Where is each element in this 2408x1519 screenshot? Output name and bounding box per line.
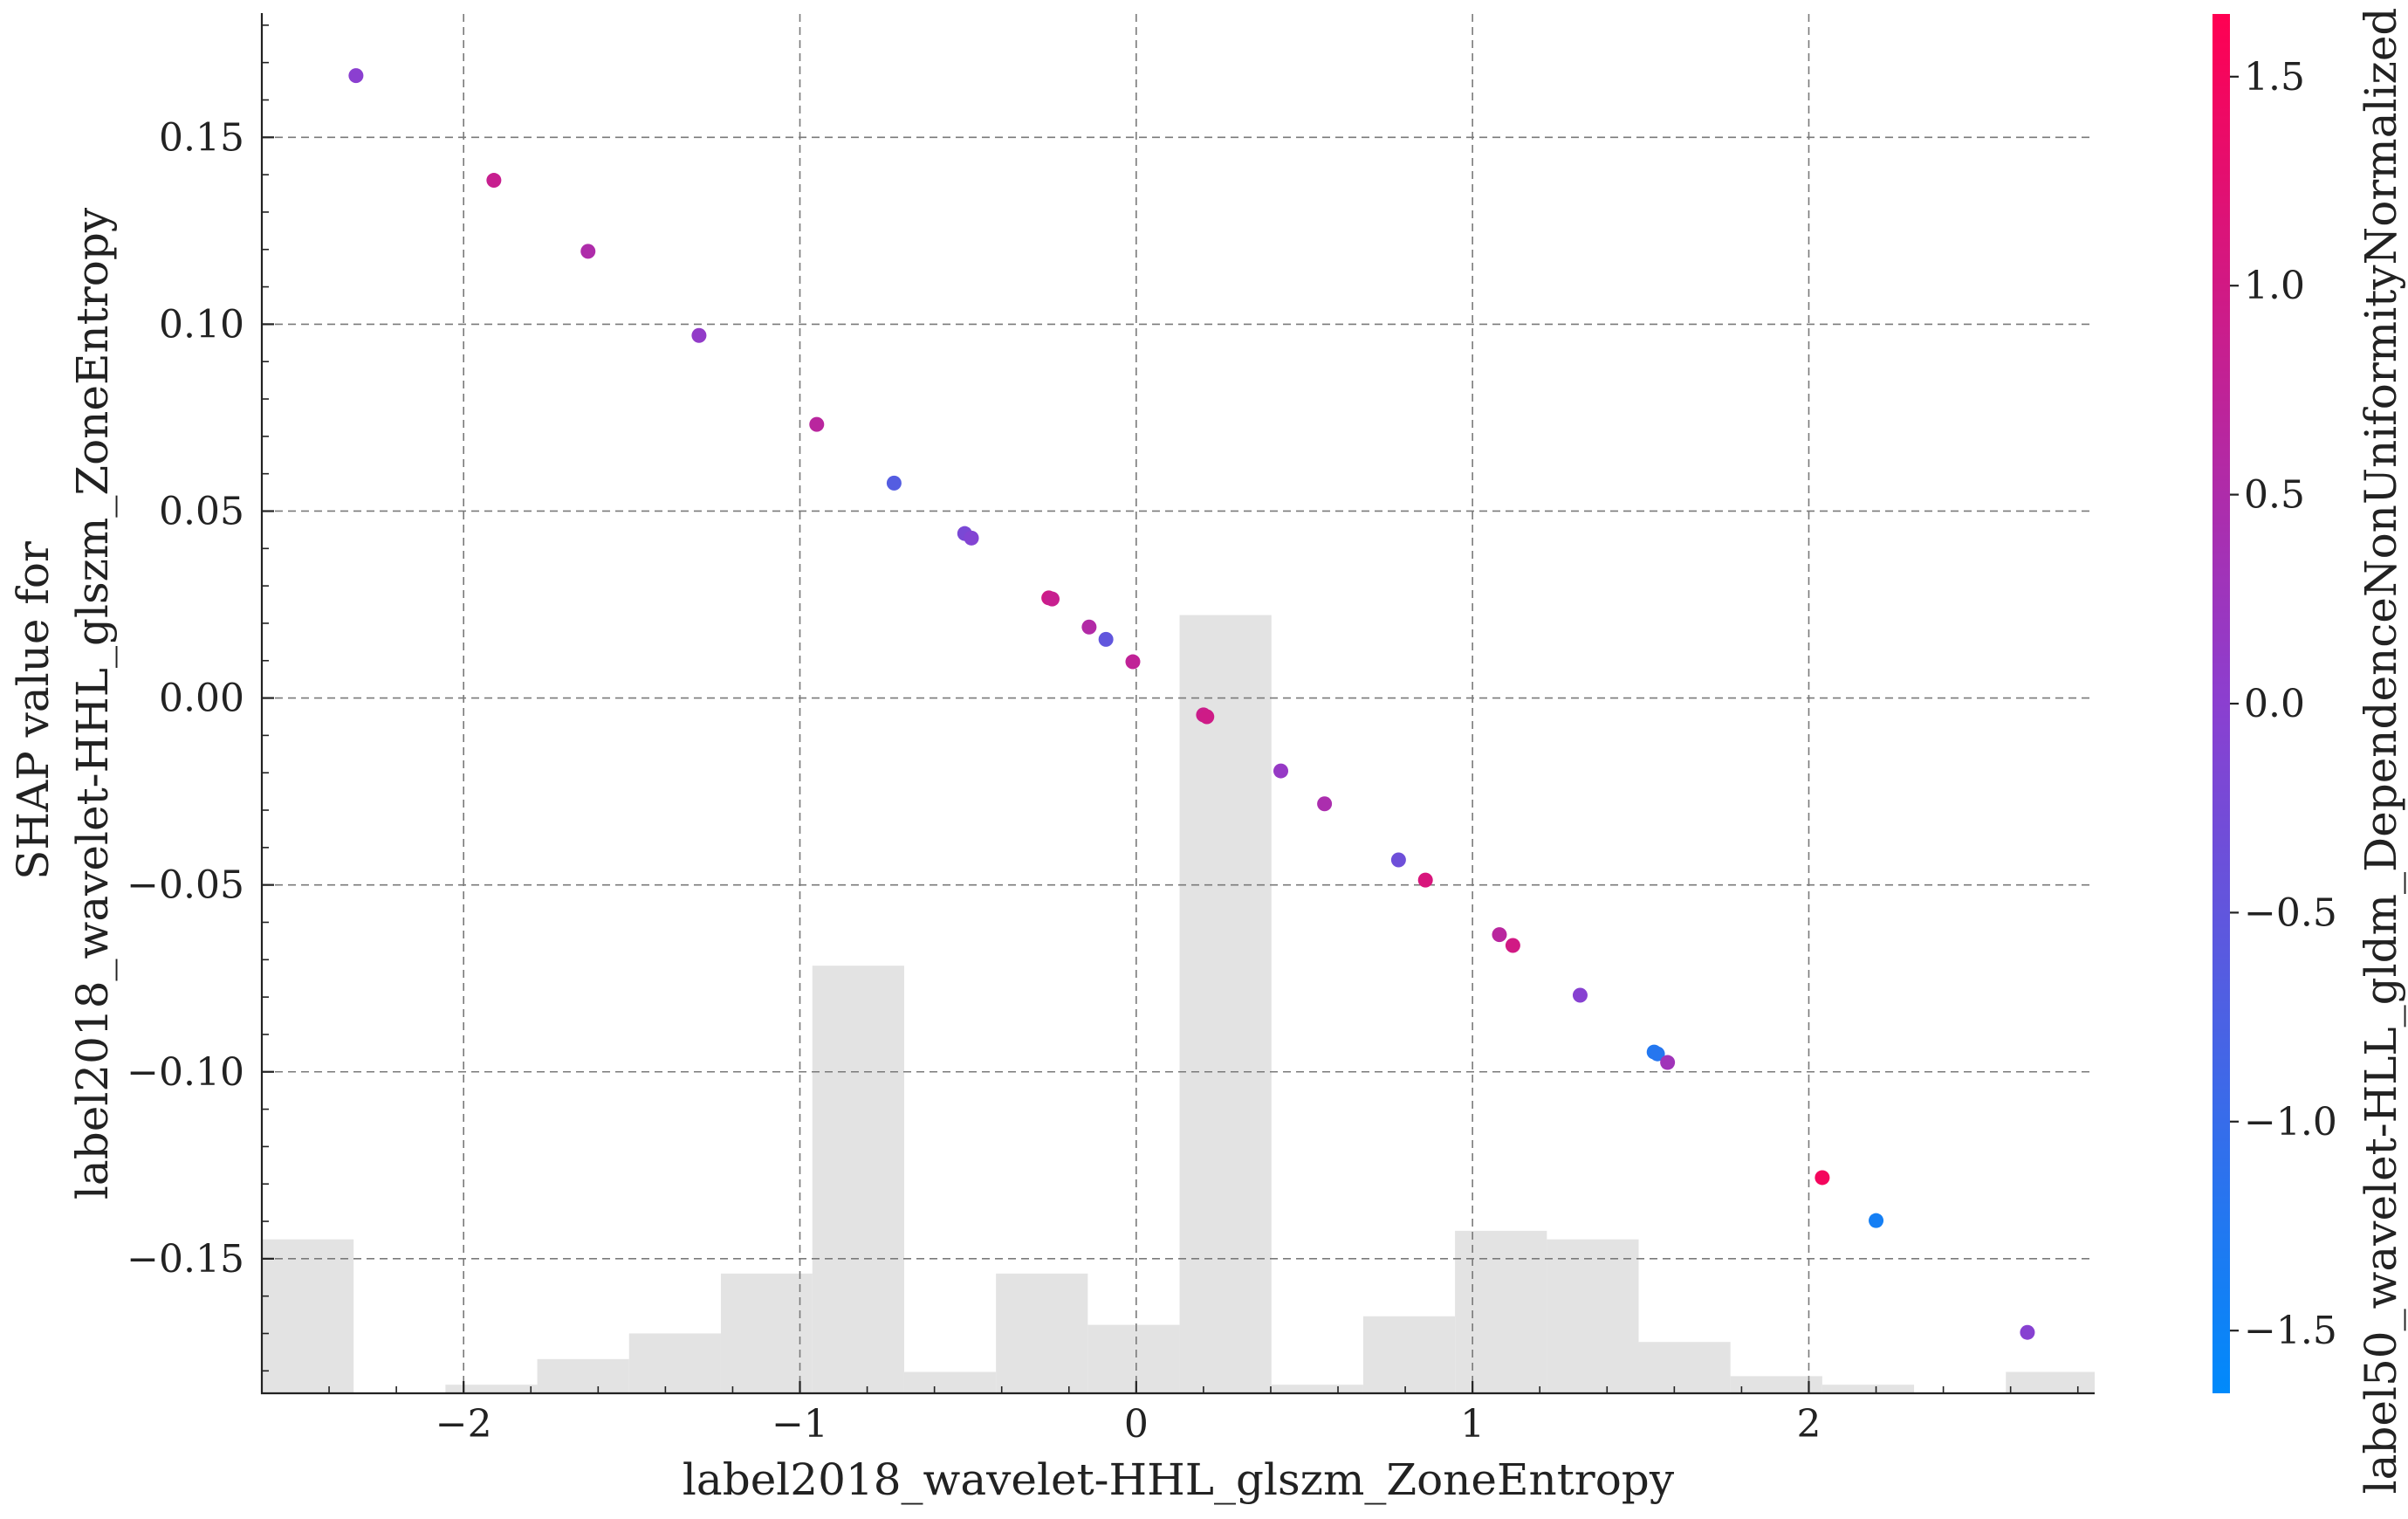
histogram-bar: [1362, 1316, 1456, 1393]
histogram-bar: [1179, 615, 1272, 1393]
histogram-bar: [903, 1371, 997, 1393]
y-tick-label: 0.00: [159, 677, 244, 721]
scatter-point: [964, 530, 979, 546]
y-axis-label: SHAP value for label2018_wavelet-HHL_gls…: [8, 207, 118, 1199]
colorbar-label: label50_wavelet-HLL_gldm_DependenceNonUn…: [2356, 8, 2406, 1495]
histogram-bar: [445, 1385, 538, 1393]
scatter-point: [486, 173, 502, 189]
scatter-point: [886, 475, 902, 491]
x-tick-label: 0: [1124, 1402, 1149, 1447]
y-tick-label: 0.05: [159, 489, 244, 533]
y-axis-label-line-2: label2018_wavelet-HHL_glszm_ZoneEntropy: [67, 207, 118, 1199]
scatter-point: [1505, 938, 1520, 953]
scatter-point: [809, 416, 825, 432]
axes: [260, 13, 2095, 1395]
histogram-bar: [1547, 1239, 1639, 1393]
colorbar-tick-label: 0.5: [2244, 473, 2305, 518]
scatter-point: [1390, 852, 1406, 868]
colorbar-tick-label: −0.5: [2244, 890, 2337, 935]
histogram-bar: [1455, 1230, 1547, 1393]
x-tick-label: 1: [1460, 1402, 1485, 1447]
histogram-bar: [2006, 1371, 2095, 1393]
scatter-points: [348, 68, 2035, 1340]
scatter-point: [348, 68, 364, 84]
scatter-point: [1572, 987, 1588, 1003]
scatter-point: [1199, 709, 1215, 725]
y-tick-label: 0.10: [159, 302, 244, 347]
x-tick-label: 2: [1796, 1402, 1821, 1447]
scatter-point: [1650, 1046, 1665, 1062]
y-tick-label: −0.15: [127, 1237, 244, 1282]
y-tick-label: −0.10: [127, 1050, 244, 1095]
scatter-point: [1869, 1213, 1884, 1228]
scatter-point: [691, 327, 707, 343]
y-tick-label: 0.15: [159, 115, 244, 160]
x-axis-label: label2018_wavelet-HHL_glszm_ZoneEntropy: [683, 1454, 1675, 1505]
histogram-bar: [1730, 1376, 1822, 1393]
histogram-bar: [262, 1239, 354, 1393]
scatter-point: [1317, 796, 1333, 812]
x-tick-label: −1: [772, 1402, 828, 1447]
scatter-point: [1660, 1055, 1676, 1070]
x-axis-ticks: −2 −1 0 1 2: [261, 1381, 2079, 1447]
scatter-point: [1125, 654, 1141, 670]
colorbar-tick-label: 0.0: [2244, 682, 2305, 726]
histogram-bar: [996, 1273, 1088, 1393]
scatter-point: [1081, 619, 1097, 635]
histogram-bar: [1821, 1385, 1915, 1393]
y-axis-label-line-1: SHAP value for: [8, 541, 58, 880]
colorbar-tick-label: −1.0: [2244, 1100, 2337, 1144]
scatter-point: [580, 244, 596, 259]
scatter-point: [2020, 1324, 2035, 1340]
scatter-point: [1815, 1170, 1830, 1186]
histogram-bar: [537, 1358, 629, 1393]
y-axis-ticks: 0.15 0.10 0.05 0.00 −0.05 −0.10 −0.15: [127, 24, 274, 1372]
colorbar-tick-label: −1.5: [2244, 1309, 2337, 1353]
scatter-point: [1417, 872, 1433, 888]
colorbar-tick-label: 1.5: [2244, 55, 2305, 100]
histogram: [262, 615, 2095, 1393]
scatter-point: [1492, 927, 1507, 943]
histogram-bar: [720, 1273, 813, 1393]
scatter-point: [1098, 631, 1114, 647]
histogram-bar: [1087, 1324, 1180, 1393]
colorbar-ticks: 1.5 1.0 0.5 0.0 −0.5 −1.0 −1.5: [2230, 55, 2337, 1353]
grid: [262, 14, 2095, 1393]
scatter-point: [1273, 763, 1289, 779]
histogram-bar: [812, 966, 904, 1393]
colorbar: [2212, 14, 2230, 1393]
scatter-point: [1045, 591, 1060, 607]
y-tick-label: −0.05: [127, 863, 244, 908]
colorbar-tick-label: 1.0: [2244, 264, 2305, 308]
histogram-bar: [1638, 1342, 1731, 1393]
histogram-bar: [628, 1333, 721, 1393]
histogram-bar: [1271, 1385, 1363, 1393]
x-tick-label: −2: [436, 1402, 492, 1447]
